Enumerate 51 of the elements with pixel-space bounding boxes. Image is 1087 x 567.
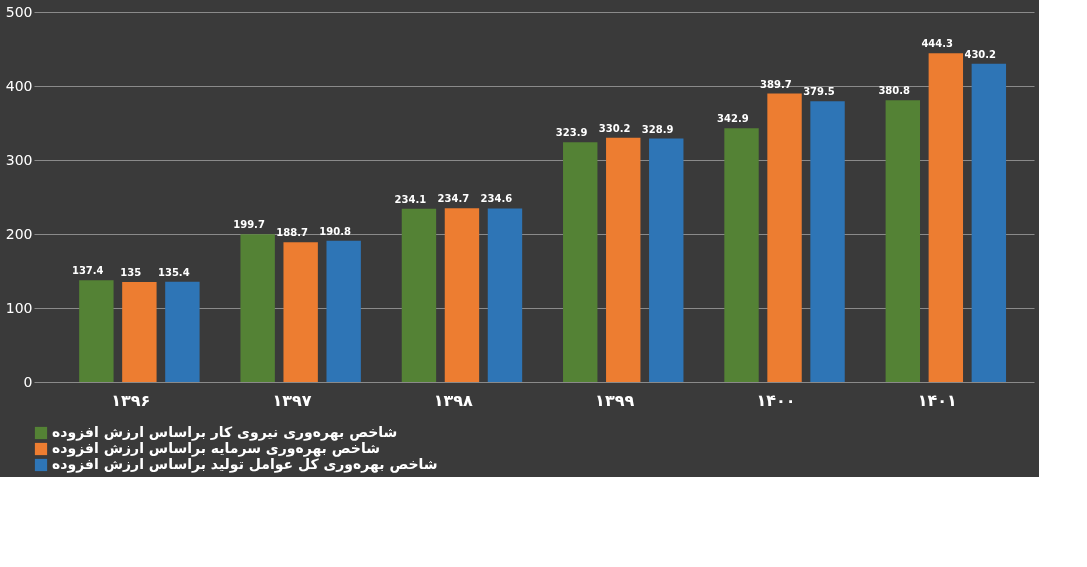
- bar: [563, 142, 598, 382]
- y-tick-label: 100: [5, 299, 33, 316]
- bar: [767, 93, 802, 382]
- y-tick-label: 300: [5, 151, 33, 168]
- bar: [326, 240, 361, 382]
- y-tick-label: 500: [5, 3, 33, 20]
- y-tick-label: 400: [5, 77, 33, 94]
- data-label: 190.8: [319, 225, 351, 237]
- x-tick-label: ۱۳۹۷: [272, 390, 312, 410]
- bar: [885, 100, 921, 382]
- bar: [401, 208, 437, 382]
- bar: [649, 138, 684, 382]
- data-label: 389.7: [760, 78, 792, 90]
- data-label: 323.9: [555, 127, 588, 139]
- x-tick-label: ۱۳۹۹: [595, 390, 635, 410]
- data-label: 234.6: [480, 193, 513, 205]
- data-label: 234.7: [437, 193, 470, 205]
- bar: [165, 281, 200, 382]
- data-label: 135: [120, 267, 142, 279]
- bar: [487, 208, 523, 382]
- data-label: 199.7: [233, 219, 265, 231]
- x-tick-label: ۱۳۹۶: [111, 390, 151, 410]
- x-tick-label: ۱۴۰۰: [756, 390, 796, 410]
- data-label: 380.8: [878, 85, 911, 97]
- data-label: 379.5: [803, 86, 835, 98]
- legend-label: شاخص بهره‌وری نیروی کار براساس ارزش افزوده: [52, 424, 398, 441]
- bar: [444, 208, 480, 382]
- data-label: 188.7: [276, 227, 308, 239]
- bar: [240, 234, 275, 382]
- bar: [122, 282, 157, 382]
- data-label: 342.9: [717, 113, 749, 125]
- legend-label: شاخص بهره‌وری سرمایه براساس ارزش افزوده: [52, 440, 380, 457]
- x-tick-label: ۱۴۰۱: [917, 390, 957, 410]
- bar: [810, 101, 845, 382]
- data-label: 137.4: [71, 265, 104, 277]
- bar: [79, 280, 114, 382]
- data-label: 135.4: [157, 266, 190, 278]
- bar: [724, 128, 759, 382]
- bar: [971, 63, 1007, 382]
- x-tick-label: ۱۳۹۸: [433, 390, 474, 410]
- data-label: 234.1: [394, 193, 427, 205]
- data-label: 328.9: [641, 123, 674, 135]
- bar: [606, 137, 641, 382]
- data-label: 430.2: [964, 48, 997, 60]
- bar: [283, 242, 318, 382]
- data-label: 444.3: [921, 38, 954, 50]
- data-label: 330.2: [598, 122, 631, 134]
- y-tick-label: 0: [23, 373, 33, 390]
- y-tick-label: 200: [5, 225, 33, 242]
- legend-label: شاخص بهره‌وری کل عوامل تولید براساس ارزش افزوده: [52, 456, 438, 473]
- bar: [928, 53, 964, 382]
